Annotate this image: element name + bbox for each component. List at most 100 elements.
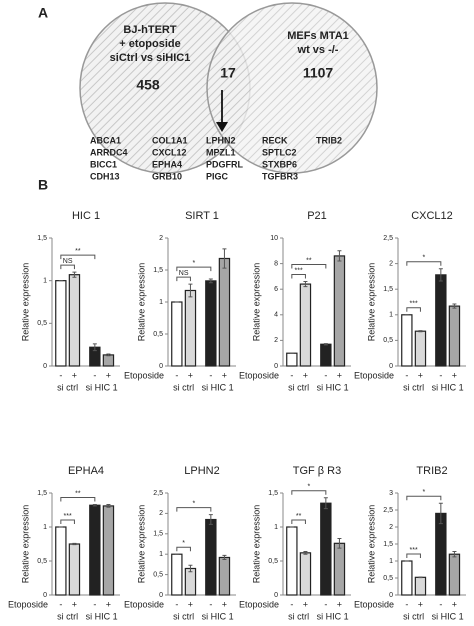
x-tick-label: - — [324, 599, 327, 609]
venn-circle — [206, 2, 378, 174]
y-tick-label: 0 — [159, 592, 163, 599]
y-tick-label: 2 — [159, 235, 163, 242]
group-label: si HIC 1 — [317, 382, 349, 392]
bar — [414, 330, 427, 367]
y-tick-label: 1,5 — [37, 235, 47, 242]
x-tick-label: + — [303, 599, 308, 609]
y-tick-label: 1 — [389, 558, 393, 565]
significance-label: NS — [63, 258, 73, 265]
gene-name: COL1A1 — [152, 135, 188, 145]
y-tick-label: 2 — [389, 260, 393, 267]
significance-label: ** — [296, 513, 302, 520]
bar — [171, 301, 183, 367]
y-axis-label: Relative expression — [20, 263, 30, 342]
y-tick-label: 6 — [274, 286, 278, 293]
significance-bracket — [176, 546, 191, 552]
group-label: si ctrl — [403, 611, 424, 621]
error-bar — [188, 564, 193, 573]
y-tick-label: 1,5 — [37, 490, 47, 497]
bar — [299, 283, 312, 367]
y-tick-label: 0,5 — [153, 331, 163, 338]
significance-bracket — [406, 495, 442, 501]
x-tick-label: + — [106, 370, 111, 380]
group-label: si HIC 1 — [86, 382, 118, 392]
venn-label: siCtrl vs siHIC1 — [110, 52, 191, 64]
error-bar — [323, 497, 328, 510]
bar — [435, 274, 447, 367]
venn-label: + etoposide — [119, 38, 180, 50]
bar — [448, 305, 461, 367]
bar — [435, 512, 447, 596]
x-tick-label: - — [175, 599, 178, 609]
chart-title: TRIB2 — [416, 465, 447, 477]
group-label: si ctrl — [173, 382, 194, 392]
error-bar — [452, 550, 457, 558]
bar — [68, 274, 81, 367]
significance-label: *** — [410, 547, 418, 554]
significance-bracket — [406, 553, 421, 558]
significance-label: * — [422, 489, 425, 496]
significance-label: * — [182, 540, 185, 547]
error-bar — [438, 268, 443, 282]
y-tick-label: 0 — [389, 363, 393, 370]
bar — [333, 542, 346, 596]
y-tick-label: 0 — [159, 363, 163, 370]
gene-name: LPHN2 — [206, 135, 236, 145]
group-label: si ctrl — [57, 611, 78, 621]
x-tick-label: + — [188, 370, 193, 380]
gene-name: ARRDC4 — [90, 147, 128, 157]
y-axis-label: Relative expression — [136, 263, 146, 342]
bar — [448, 553, 461, 596]
significance-label: * — [192, 500, 195, 507]
y-tick-label: 1 — [43, 524, 47, 531]
significance-bracket — [291, 519, 306, 524]
bar — [218, 556, 231, 596]
x-axis-label: Etoposide — [239, 370, 279, 380]
bar — [401, 314, 413, 367]
error-bar — [222, 248, 227, 269]
y-axis-label: Relative expression — [366, 263, 376, 342]
gene-name: EPHA4 — [152, 159, 182, 169]
chart-title: SIRT 1 — [185, 210, 219, 222]
venn-label: BJ-hTERT — [123, 24, 176, 36]
significance-bracket — [291, 264, 327, 269]
x-axis-label: Etoposide — [8, 599, 48, 609]
x-axis-label: Etoposide — [124, 370, 164, 380]
x-tick-label: - — [59, 370, 62, 380]
bar — [286, 526, 298, 596]
x-axis-label: Etoposide — [354, 370, 394, 380]
significance-label: *** — [410, 301, 418, 308]
y-tick-label: 1 — [159, 551, 163, 558]
bar — [320, 343, 332, 367]
y-tick-label: 2 — [159, 510, 163, 517]
gene-name: MPZL1 — [206, 147, 236, 157]
y-tick-label: 0,5 — [37, 558, 47, 565]
gene-name: BICC1 — [90, 159, 117, 169]
x-tick-label: + — [337, 599, 342, 609]
x-tick-label: + — [303, 370, 308, 380]
gene-name: TGFBR3 — [262, 171, 298, 181]
gene-name: TRIB2 — [316, 135, 342, 145]
y-tick-label: 1 — [159, 299, 163, 306]
bar — [205, 518, 217, 596]
panel-label: A — [38, 5, 48, 21]
error-bar — [106, 353, 111, 357]
y-tick-label: 10 — [270, 235, 278, 242]
x-tick-label: + — [188, 599, 193, 609]
gene-name: CDH13 — [90, 171, 120, 181]
y-tick-label: 0,5 — [268, 558, 278, 565]
y-tick-label: 8 — [274, 260, 278, 267]
y-tick-label: 1,5 — [383, 286, 393, 293]
error-bar — [222, 554, 227, 561]
chart-title: EPHA4 — [68, 465, 104, 477]
y-axis-label: Relative expression — [366, 505, 376, 584]
y-tick-label: 1 — [43, 278, 47, 285]
significance-label: * — [192, 260, 195, 267]
y-axis-label: Relative expression — [251, 505, 261, 584]
y-tick-label: 1,5 — [153, 531, 163, 538]
group-label: si HIC 1 — [202, 382, 234, 392]
significance-bracket — [291, 490, 327, 495]
group-label: si ctrl — [403, 382, 424, 392]
x-tick-label: - — [209, 370, 212, 380]
